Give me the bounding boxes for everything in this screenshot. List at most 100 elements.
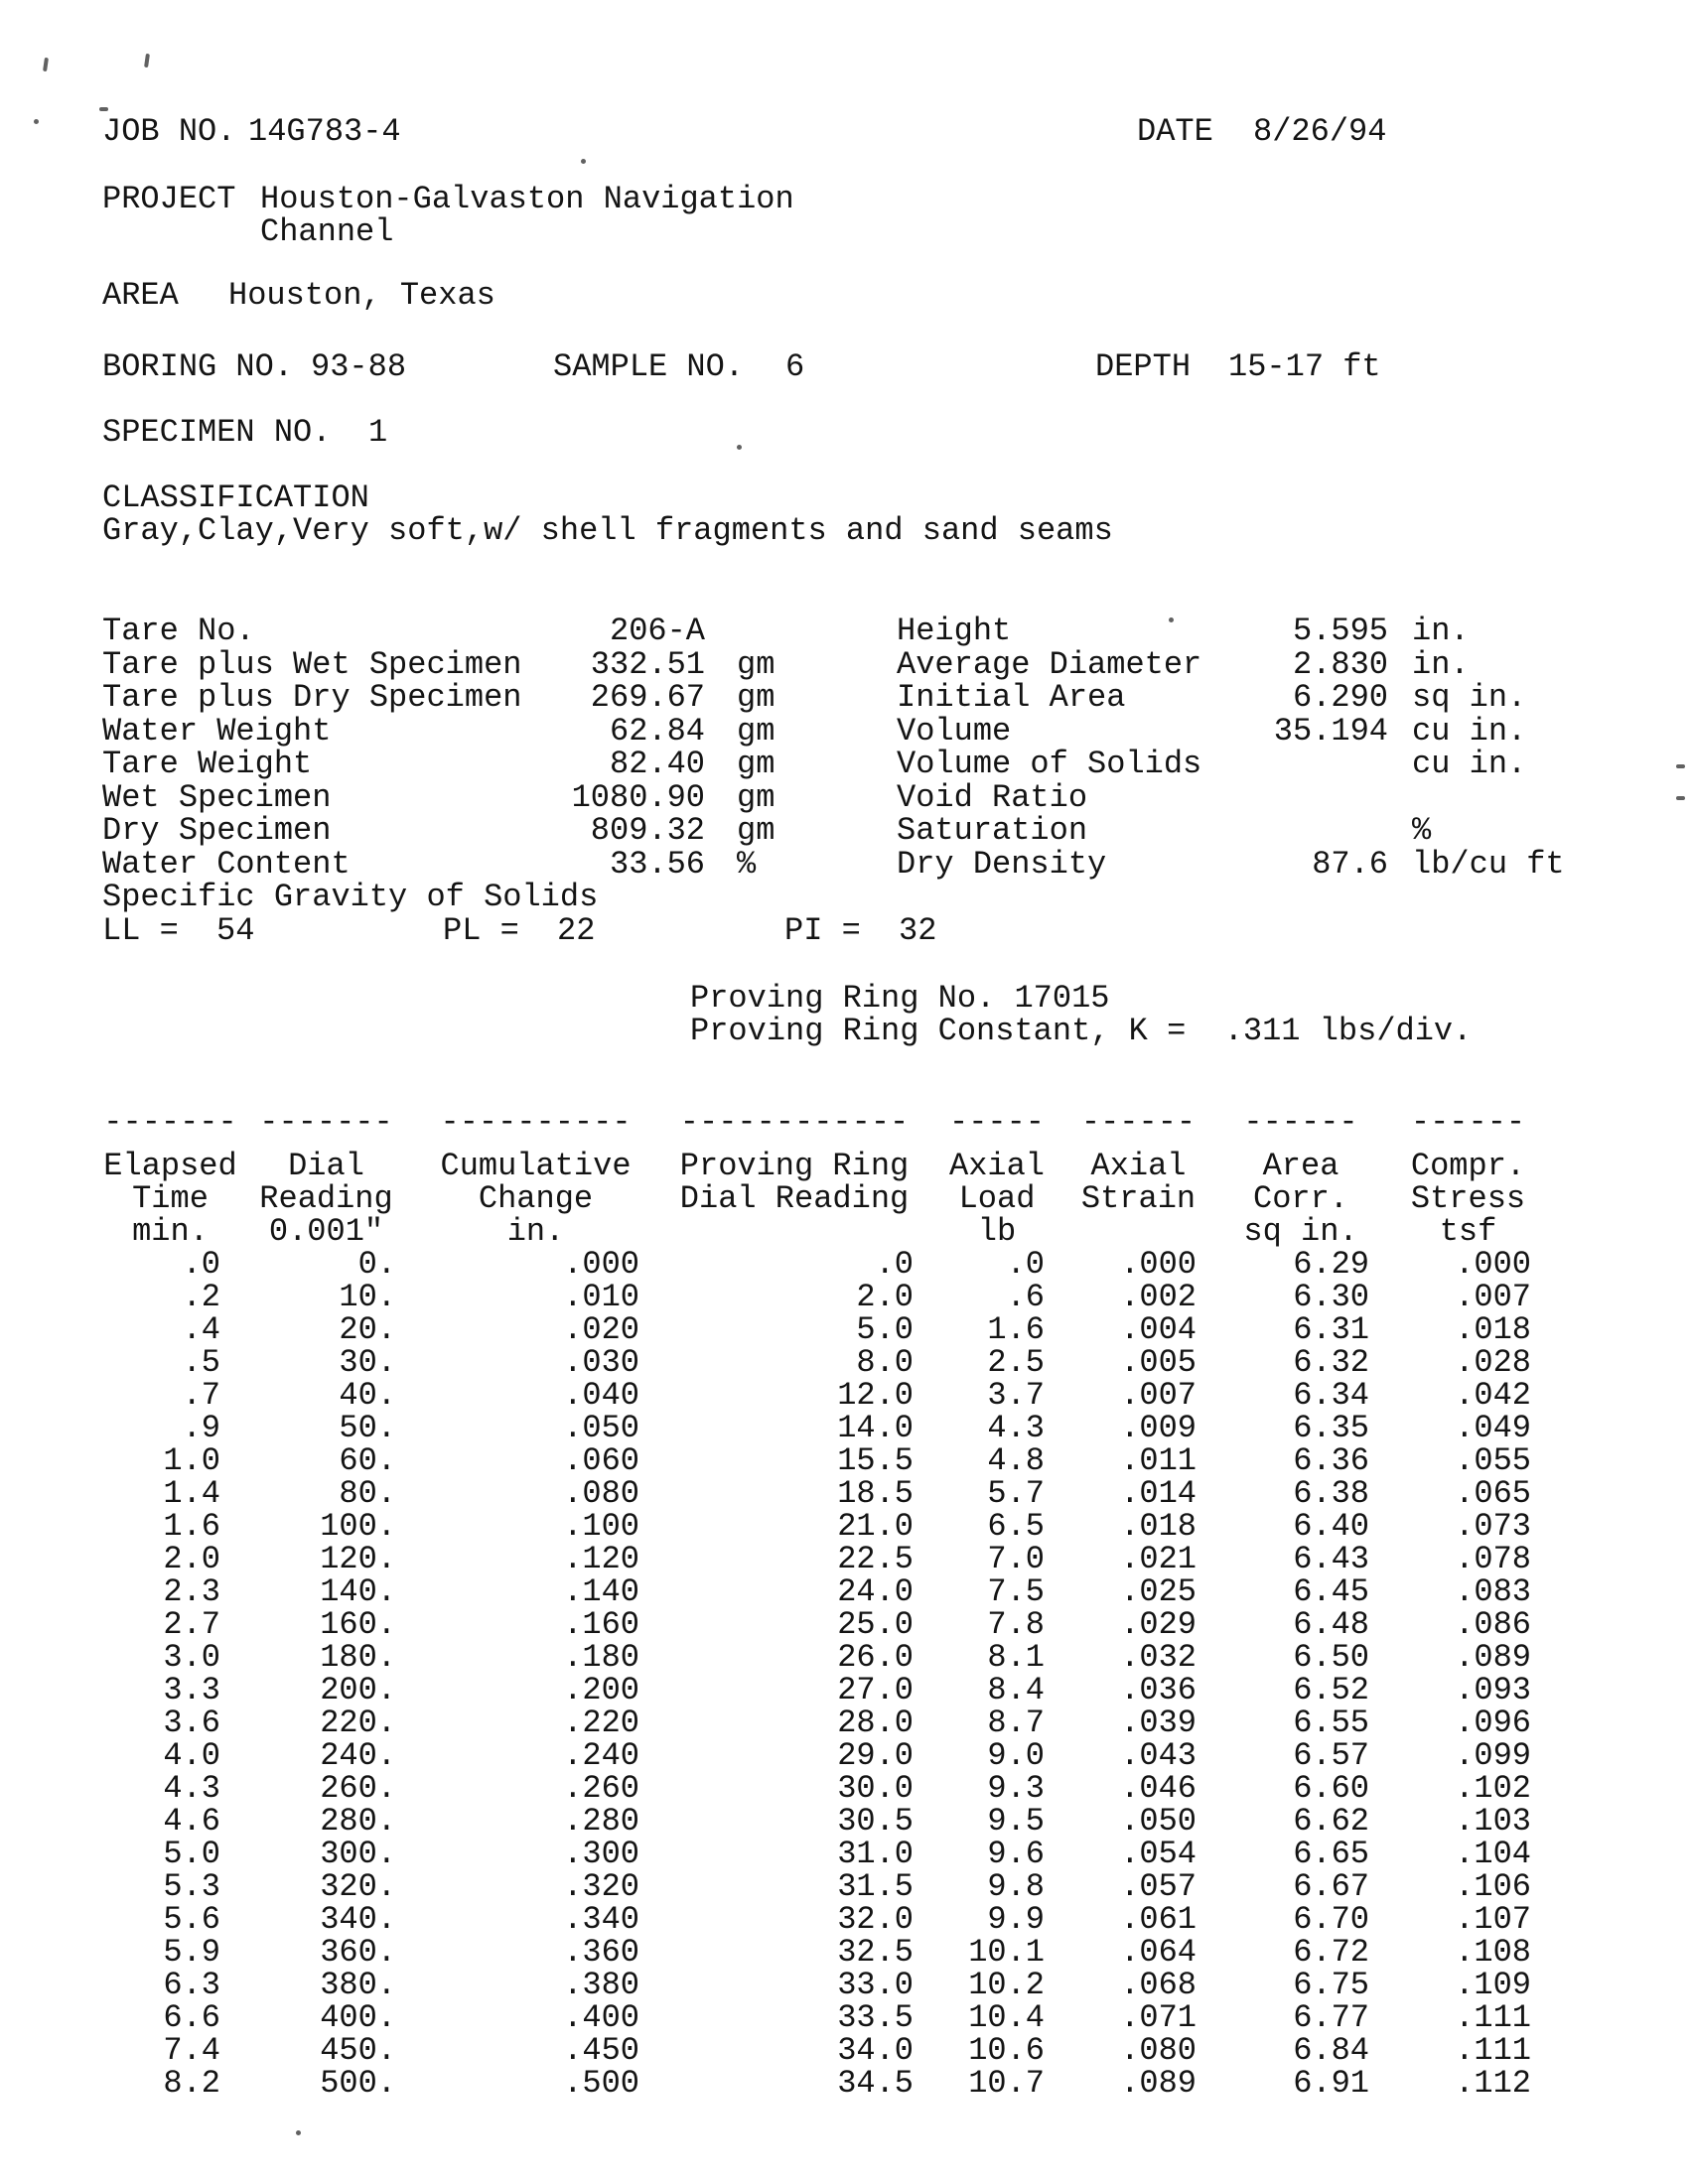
table-cell-dial-reading: 100.	[320, 1508, 396, 1545]
table-cell-elapsed-time: .5	[182, 1344, 220, 1381]
table-row: .0 0. .000 .0 .0 .000 6.29 .000	[102, 1248, 1549, 1281]
table-cell-dial-reading: 450.	[320, 2032, 396, 2069]
table-cell-elapsed-time: 2.3	[163, 1573, 220, 1610]
table-row: 2.0 120. .120 22.5 7.0 .021 6.43 .078	[102, 1543, 1549, 1575]
table-cell-area-corr: 6.57	[1293, 1737, 1369, 1774]
project-name: Houston-Galvaston Navigation	[260, 181, 794, 217]
table-cell-dial-reading: 200.	[320, 1672, 396, 1708]
table-cell-area-corr: 6.29	[1293, 1246, 1369, 1283]
specimen-measurement-row: Tare plus Dry Specimen 269.67 gm	[102, 681, 797, 714]
table-row: 2.7 160. .160 25.0 7.8 .029 6.48 .086	[102, 1608, 1549, 1641]
table-cell-elapsed-time: 5.0	[163, 1836, 220, 1872]
table-header-cell: Strain	[1080, 1180, 1197, 1217]
measurement-label: Tare No.	[102, 613, 255, 649]
measurement-label: Dry Specimen	[102, 812, 332, 849]
table-cell-area-corr: 6.70	[1293, 1901, 1369, 1938]
measurement-label: Saturation	[897, 812, 1088, 849]
table-cell-axial-strain: .061	[1120, 1901, 1197, 1938]
table-cell-axial-strain: .011	[1120, 1442, 1197, 1479]
proving-ring-no: Proving Ring No. 17015	[690, 980, 1110, 1017]
table-cell-area-corr: 6.75	[1293, 1967, 1369, 2003]
specimen-measurement-row: Dry Density 87.6 lb/cu ft	[897, 848, 1592, 881]
specimen-measurement-row: Water Content 33.56 %	[102, 848, 797, 881]
table-cell-proving-ring: 8.0	[856, 1344, 914, 1381]
table-cell-axial-strain: .064	[1120, 1934, 1197, 1971]
table-cell-cumulative-change: .140	[563, 1573, 639, 1610]
table-cell-area-corr: 6.32	[1293, 1344, 1369, 1381]
table-cell-compr-stress: .007	[1455, 1279, 1531, 1315]
table-cell-dial-reading: 400.	[320, 1999, 396, 2036]
measurement-value: 5.595	[1292, 613, 1388, 649]
table-header-cell: Axial	[1090, 1148, 1187, 1184]
specimen-no-value: 1	[368, 414, 388, 451]
table-header-cell: Elapsed	[103, 1148, 237, 1184]
table-cell-compr-stress: .049	[1455, 1410, 1531, 1446]
measurement-value: 62.84	[609, 712, 705, 750]
boring-no-value: 93-88	[311, 348, 407, 385]
table-cell-cumulative-change: .100	[563, 1508, 639, 1545]
table-cell-cumulative-change: .050	[563, 1410, 639, 1446]
classification-line: Gray,Clay,Very soft,w/ shell fragments a…	[0, 514, 1692, 547]
table-cell-proving-ring: 15.5	[837, 1442, 914, 1479]
separator-cell: ------------	[679, 1104, 910, 1141]
table-header-cell: min.	[132, 1213, 209, 1250]
classification-heading: CLASSIFICATION	[0, 481, 1692, 514]
job-date-line: JOB NO. 14G783-4 DATE 8/26/94	[0, 115, 1692, 148]
table-cell-elapsed-time: .0	[182, 1246, 220, 1283]
table-cell-compr-stress: .055	[1455, 1442, 1531, 1479]
table-cell-proving-ring: 18.5	[837, 1475, 914, 1512]
table-cell-axial-load: 10.7	[968, 2065, 1045, 2102]
table-cell-elapsed-time: 3.0	[163, 1639, 220, 1676]
table-header-cell: Compr.	[1410, 1148, 1526, 1184]
table-header-cell	[1062, 1215, 1214, 1248]
table-cell-area-corr: 6.40	[1293, 1508, 1369, 1545]
pi-label: PI =	[784, 912, 861, 949]
measurement-label: Initial Area	[897, 679, 1126, 716]
table-cell-cumulative-change: .220	[563, 1705, 639, 1741]
table-cell-elapsed-time: 1.6	[163, 1508, 220, 1545]
table-cell-axial-load: 9.8	[987, 1868, 1045, 1905]
table-cell-compr-stress: .112	[1455, 2065, 1531, 2102]
measurement-value: 269.67	[590, 679, 705, 716]
table-cell-compr-stress: .093	[1455, 1672, 1531, 1708]
table-cell-proving-ring: 28.0	[837, 1705, 914, 1741]
table-cell-compr-stress: .104	[1455, 1836, 1531, 1872]
table-cell-compr-stress: .109	[1455, 1967, 1531, 2003]
table-cell-axial-load: 5.7	[987, 1475, 1045, 1512]
specimen-measurement-row: Water Weight 62.84 gm	[102, 715, 797, 748]
table-cell-compr-stress: .111	[1455, 2032, 1531, 2069]
table-row: .2 10. .010 2.0 .6 .002 6.30 .007	[102, 1281, 1549, 1313]
area-label: AREA	[102, 277, 179, 314]
specimen-measurement-row: Dry Specimen 809.32 gm	[102, 814, 797, 847]
table-cell-axial-load: 10.6	[968, 2032, 1045, 2069]
separator-cell: ------	[1080, 1104, 1197, 1141]
table-cell-axial-strain: .036	[1120, 1672, 1197, 1708]
table-cell-dial-reading: 80.	[339, 1475, 396, 1512]
table-row: 2.3 140. .140 24.0 7.5 .025 6.45 .083	[102, 1575, 1549, 1608]
table-header-cell: Proving Ring	[679, 1148, 910, 1184]
table-cell-cumulative-change: .450	[563, 2032, 639, 2069]
table-cell-compr-stress: .108	[1455, 1934, 1531, 1971]
table-cell-compr-stress: .073	[1455, 1508, 1531, 1545]
specimen-measurement-row: Tare plus Wet Specimen 332.51 gm	[102, 648, 797, 681]
table-cell-dial-reading: 240.	[320, 1737, 396, 1774]
table-header-row: min. 0.001" in. lb sq in. tsf	[102, 1215, 1549, 1248]
depth-label: DEPTH	[1095, 348, 1192, 385]
table-cell-proving-ring: 22.5	[837, 1541, 914, 1577]
table-cell-axial-strain: .007	[1120, 1377, 1197, 1414]
table-header-cell: tsf	[1439, 1213, 1497, 1250]
table-cell-cumulative-change: .300	[563, 1836, 639, 1872]
table-cell-axial-strain: .054	[1120, 1836, 1197, 1872]
table-header-row: Elapsed Dial Cumulative Proving Ring Axi…	[102, 1150, 1549, 1182]
table-header-cell: Cumulative	[440, 1148, 632, 1184]
specimen-measurement-row: Volume of Solids cu in.	[897, 748, 1592, 780]
table-cell-proving-ring: 31.0	[837, 1836, 914, 1872]
specimen-no-line: SPECIMEN NO. 1	[0, 416, 1692, 449]
measurement-unit: in.	[1412, 613, 1470, 649]
table-cell-area-corr: 6.45	[1293, 1573, 1369, 1610]
table-cell-axial-strain: .068	[1120, 1967, 1197, 2003]
table-cell-elapsed-time: .7	[182, 1377, 220, 1414]
table-cell-axial-load: .6	[1006, 1279, 1045, 1315]
table-cell-area-corr: 6.34	[1293, 1377, 1369, 1414]
sample-no-label: SAMPLE NO.	[553, 348, 745, 385]
